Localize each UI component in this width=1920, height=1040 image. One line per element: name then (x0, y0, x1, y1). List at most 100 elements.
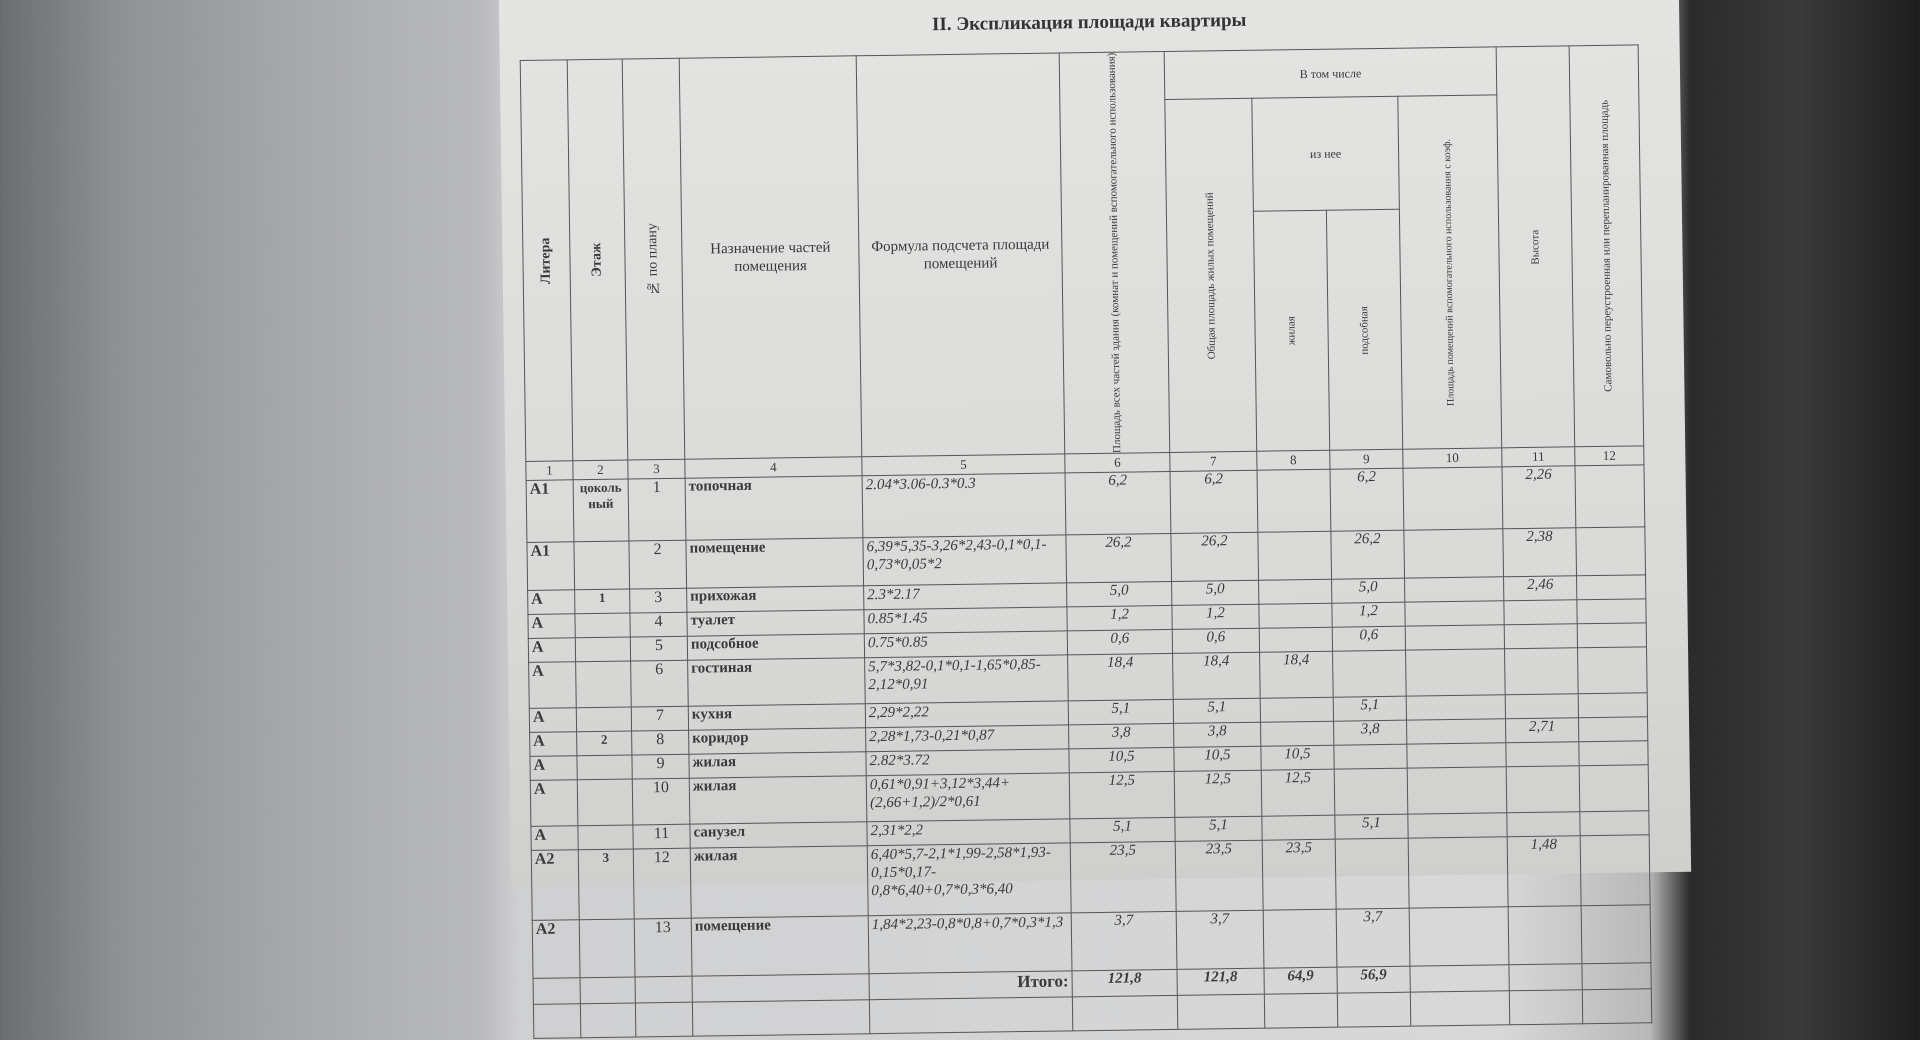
cell-total-area: 23,5 (1070, 841, 1177, 914)
cell-purpose: кухня (688, 704, 866, 731)
cell-unauthorized (1579, 765, 1649, 813)
cell-floor (575, 661, 632, 709)
header-living: жилая (1285, 316, 1298, 346)
cell-formula: 2.82*3.72 (865, 749, 1070, 777)
explication-table: Литера Этаж № по плану Назначение частей… (520, 44, 1653, 1039)
cell-floor (577, 825, 634, 851)
cell-formula: 2.3*2.17 (863, 583, 1067, 611)
cell-general-living: 6,2 (1170, 470, 1258, 534)
cell-height: 2,26 (1501, 466, 1576, 530)
cell-total-area: 6,2 (1065, 471, 1171, 536)
document-page: 4 II. Экспликация площади квартиры Литер… (498, 0, 1692, 1039)
column-number: 4 (684, 457, 863, 479)
cell-total-area: 0,6 (1067, 629, 1173, 656)
cell-purpose: жилая (688, 752, 867, 779)
cell-litera: A (528, 638, 576, 663)
cell-living (1260, 721, 1334, 747)
cell-formula: 0,61*0,91+3,12*3,44+(2,66+1,2)/2*0,61 (866, 773, 1070, 823)
header-including: В том числе (1164, 46, 1497, 100)
cell-purpose: топочная (685, 476, 863, 541)
cell-height (1508, 906, 1582, 966)
cell-litera: A1 (526, 480, 574, 543)
cell-general-living: 3,7 (1176, 910, 1264, 970)
cell-aux-coef (1408, 837, 1509, 909)
cell-auxiliary: 3,8 (1333, 720, 1407, 746)
cell-living: 10,5 (1260, 745, 1335, 771)
cell-general-living: 10,5 (1173, 746, 1262, 772)
cell-height (1504, 624, 1578, 650)
cell-aux-coef (1402, 467, 1503, 531)
column-number: 3 (627, 459, 686, 480)
cell-floor (577, 779, 633, 827)
header-purpose: Назначение частей помещения (679, 55, 862, 460)
cell-auxiliary (1335, 838, 1410, 910)
cell-floor: 2 (576, 731, 632, 757)
cell-unauthorized (1581, 905, 1651, 965)
total-auxiliary: 56,9 (1336, 966, 1411, 994)
cell-unauthorized (1577, 623, 1647, 649)
cell-aux-coef (1405, 625, 1505, 651)
cell-plan-no: 3 (629, 588, 687, 614)
cell-floor (575, 637, 631, 663)
cell-unauthorized (1578, 741, 1649, 767)
cell-formula: 6,40*5,7-2,1*1,99-2,58*1,93-0,15*0,17-0,… (867, 843, 1072, 917)
cell-floor (579, 919, 636, 979)
cell-litera: A (528, 662, 577, 709)
cell-aux-coef (1406, 743, 1507, 769)
cell-formula: 0.85*1.45 (863, 607, 1068, 635)
cell-litera: A (527, 614, 576, 639)
cell-total-area: 5,0 (1066, 581, 1172, 608)
cell-aux-coef (1406, 695, 1506, 721)
cell-living: 23,5 (1262, 839, 1337, 911)
cell-living (1258, 579, 1332, 605)
cell-aux-coef (1404, 601, 1505, 627)
cell-purpose: подсобное (687, 634, 865, 661)
cell-auxiliary: 26,2 (1330, 530, 1405, 580)
cell-formula: 5,7*3,82-0,1*0,1-1,65*0,85-2,12*0,91 (864, 655, 1069, 705)
cell-purpose: жилая (690, 846, 869, 919)
cell-total-area: 26,2 (1065, 533, 1172, 584)
cell-living: 12,5 (1261, 769, 1335, 817)
cell-unauthorized (1579, 811, 1650, 837)
cell-height (1506, 766, 1580, 814)
cell-formula: 6,39*5,35-3,26*2,43-0,1*0,1-0,73*0,05*2 (862, 535, 1067, 587)
cell-total-area: 3,8 (1068, 723, 1174, 750)
total-living: 64,9 (1263, 967, 1338, 995)
cell-height: 1,48 (1507, 836, 1582, 908)
cell-living (1263, 909, 1337, 969)
header-plan-no: № по плану (645, 223, 662, 296)
cell-height: 2,71 (1505, 718, 1579, 744)
header-aux-coef: Площадь помещений вспомогательного испол… (1441, 138, 1457, 406)
cell-floor (573, 541, 630, 591)
cell-living (1257, 469, 1331, 533)
cell-living (1257, 531, 1332, 581)
cell-general-living: 12,5 (1174, 770, 1262, 818)
cell-floor: 1 (574, 589, 630, 615)
cell-litera: A2 (531, 850, 580, 921)
header-total-area: Площадь всех частей здания (комнат и пом… (1105, 52, 1124, 454)
cell-plan-no: 2 (628, 540, 687, 590)
cell-purpose: помещение (685, 538, 864, 589)
cell-total-area: 18,4 (1067, 653, 1174, 702)
cell-aux-coef (1409, 907, 1509, 967)
header-litera: Литера (538, 237, 554, 285)
cell-formula: 2.04*3.06-0.3*0.3 (862, 473, 1066, 539)
cell-aux-coef (1405, 649, 1506, 697)
cell-purpose: туалет (686, 610, 865, 637)
cell-unauthorized (1575, 527, 1646, 577)
cell-living (1260, 697, 1334, 723)
cell-plan-no: 13 (634, 918, 693, 978)
cell-unauthorized (1578, 693, 1648, 719)
header-of-which: из нее (1251, 96, 1400, 212)
header-formula: Формула подсчета площади помещений (856, 52, 1065, 458)
total-area: 121,8 (1071, 969, 1178, 998)
cell-height (1503, 600, 1578, 626)
cell-aux-coef (1407, 813, 1508, 839)
cell-unauthorized (1577, 647, 1648, 695)
page-title: II. Экспликация площади квартиры (931, 9, 1247, 36)
total-general-living: 121,8 (1176, 968, 1265, 996)
cell-purpose: коридор (688, 728, 866, 755)
cell-living (1258, 603, 1333, 629)
cell-plan-no: 8 (631, 730, 689, 756)
cell-unauthorized (1580, 835, 1651, 907)
